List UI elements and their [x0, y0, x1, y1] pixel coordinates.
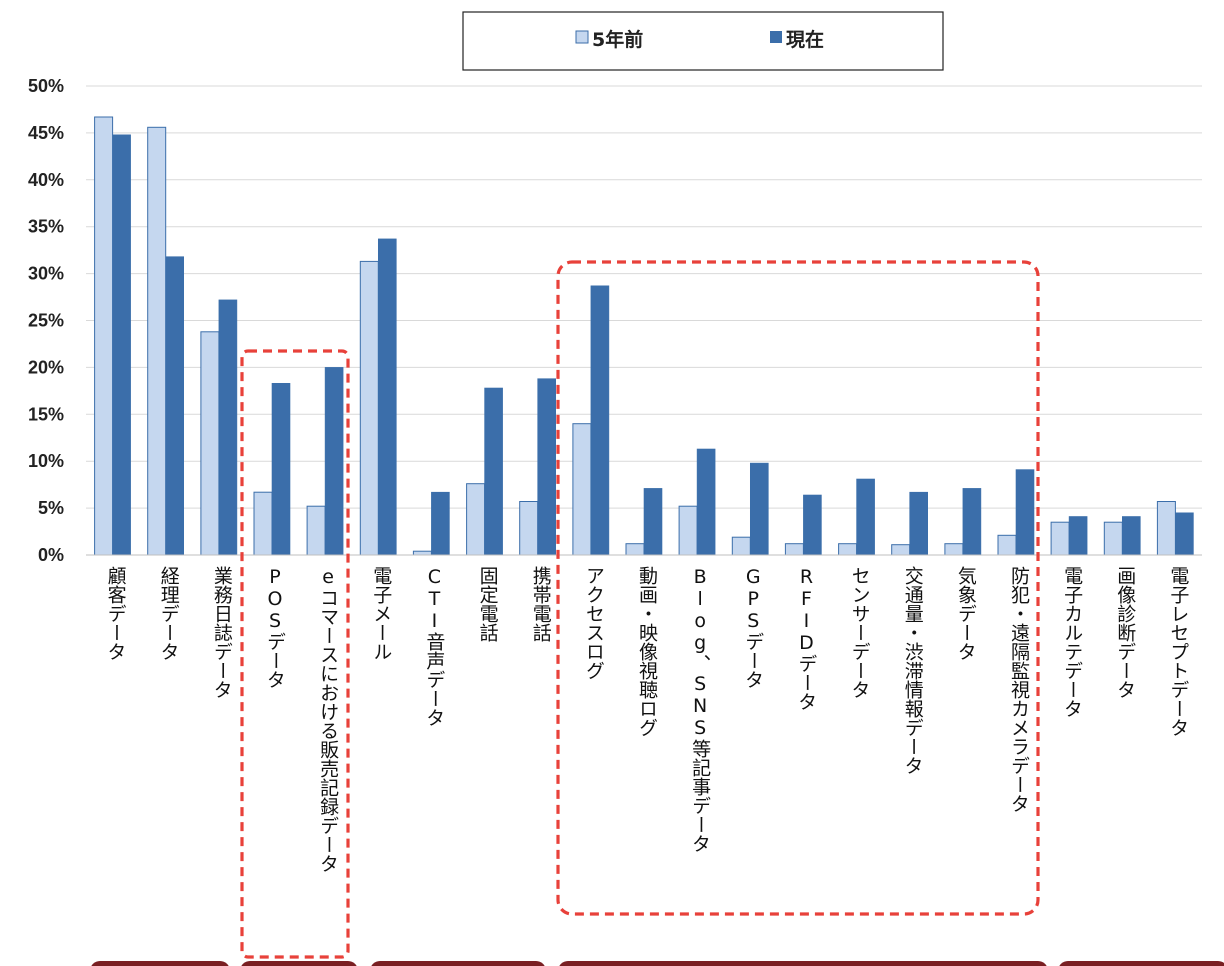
bar-series-1: [324, 367, 344, 556]
bar-series-0: [253, 491, 273, 556]
category-label: センサーデータ: [848, 566, 871, 699]
legend-swatch-series-1: [770, 31, 782, 43]
bar-series-0: [1050, 521, 1070, 556]
bar-series-0: [200, 331, 220, 556]
bar-series-1: [962, 488, 982, 556]
bar-series-1: [377, 238, 397, 556]
bar-series-1: [590, 285, 610, 556]
category-label: 顧客データ: [104, 566, 127, 661]
bar-series-1: [696, 448, 716, 556]
bar-series-0: [306, 505, 326, 556]
bar-series-0: [519, 501, 539, 556]
bar-series-0: [997, 534, 1017, 556]
group-tab: [241, 961, 357, 966]
category-label: 画像診断データ: [1114, 566, 1137, 699]
bar-series-1: [803, 494, 822, 556]
bar-series-0: [678, 505, 698, 556]
category-label: 電子レセプトデータ: [1167, 566, 1190, 737]
category-label: GPSデータ: [742, 566, 765, 689]
category-label: 電子カルテデータ: [1061, 566, 1084, 718]
bar-series-0: [944, 543, 964, 556]
category-label: 動画・映像視聴ログ: [636, 566, 658, 737]
legend-swatch-series-0: [575, 30, 589, 44]
bar-series-1: [484, 387, 503, 556]
group-tabs: [91, 961, 1224, 966]
bar-series-1: [1175, 512, 1194, 556]
gridlines: [86, 85, 1202, 509]
category-label: 電子メール: [370, 566, 393, 661]
category-label: 気象データ: [954, 566, 977, 661]
category-label: CTI音声データ: [423, 566, 446, 727]
bar-series-1: [749, 462, 769, 556]
category-label: アクセスログ: [582, 566, 605, 680]
y-tick-label: 40%: [28, 170, 64, 190]
group-tab: [91, 961, 229, 966]
bar-series-0: [466, 483, 486, 556]
bar-series-0: [731, 536, 751, 556]
group-tab: [371, 961, 545, 966]
bars: [94, 116, 1194, 556]
bar-series-0: [1103, 521, 1123, 556]
category-label: 経理データ: [157, 566, 180, 661]
bar-series-0: [147, 126, 167, 556]
bar-series-1: [643, 488, 663, 556]
y-tick-label: 20%: [28, 357, 64, 377]
bar-series-0: [412, 550, 432, 556]
bar-series-0: [1156, 501, 1176, 556]
category-label: 固定電話: [476, 566, 499, 642]
category-label: 携帯電話: [529, 566, 552, 642]
group-tab: [559, 961, 1047, 966]
y-tick-label: 15%: [28, 404, 64, 424]
bar-series-0: [625, 543, 645, 556]
legend: 5年前 現在: [462, 11, 944, 71]
bar-series-0: [572, 423, 592, 556]
category-label: 交通量・渋滞情報データ: [901, 566, 924, 775]
y-tick-label: 0%: [38, 545, 64, 565]
bar-series-1: [218, 299, 238, 556]
bar-series-1: [165, 256, 184, 556]
bar-series-1: [1122, 516, 1141, 556]
legend-label-series-1: 現在: [786, 28, 824, 51]
bar-series-1: [1015, 469, 1035, 556]
bar-series-1: [1068, 516, 1088, 556]
category-label: POSデータ: [264, 566, 286, 689]
y-tick-label: 5%: [38, 498, 64, 518]
category-label: RFIDデータ: [795, 566, 818, 711]
y-tick-label: 50%: [28, 76, 64, 96]
category-label: 業務日誌データ: [210, 566, 233, 699]
bar-series-1: [112, 134, 131, 556]
y-tick-label: 25%: [28, 311, 64, 331]
bar-series-1: [856, 478, 875, 556]
bar-series-1: [271, 382, 291, 556]
bar-series-0: [94, 116, 114, 556]
category-label: Blog、SNS等記事データ: [689, 566, 712, 853]
bar-series-1: [537, 378, 557, 556]
category-label: eコマースにおける販売記録データ: [317, 566, 340, 873]
bar-series-0: [838, 543, 858, 556]
y-tick-label: 10%: [28, 451, 64, 471]
y-tick-label: 30%: [28, 264, 64, 284]
highlight-boxes: [240, 260, 1040, 959]
legend-label-series-0: 5年前: [592, 28, 643, 51]
group-tab: [1059, 961, 1224, 966]
legend-box: [462, 11, 944, 71]
bar-series-0: [359, 260, 379, 556]
highlight-box-pos-ecommerce: [240, 349, 350, 959]
y-tick-label: 45%: [28, 123, 64, 143]
bar-series-0: [891, 544, 911, 556]
category-label: 防犯・遠隔監視カメラデータ: [1008, 566, 1030, 813]
bar-series-0: [784, 543, 804, 556]
bar-series-1: [909, 491, 929, 556]
highlight-box-accesslog-camera: [556, 260, 1040, 916]
y-tick-label: 35%: [28, 217, 64, 237]
y-axis: 0% 5% 10% 15% 20% 25% 30% 35% 40% 45% 50%: [28, 76, 64, 565]
bar-series-1: [431, 491, 450, 556]
